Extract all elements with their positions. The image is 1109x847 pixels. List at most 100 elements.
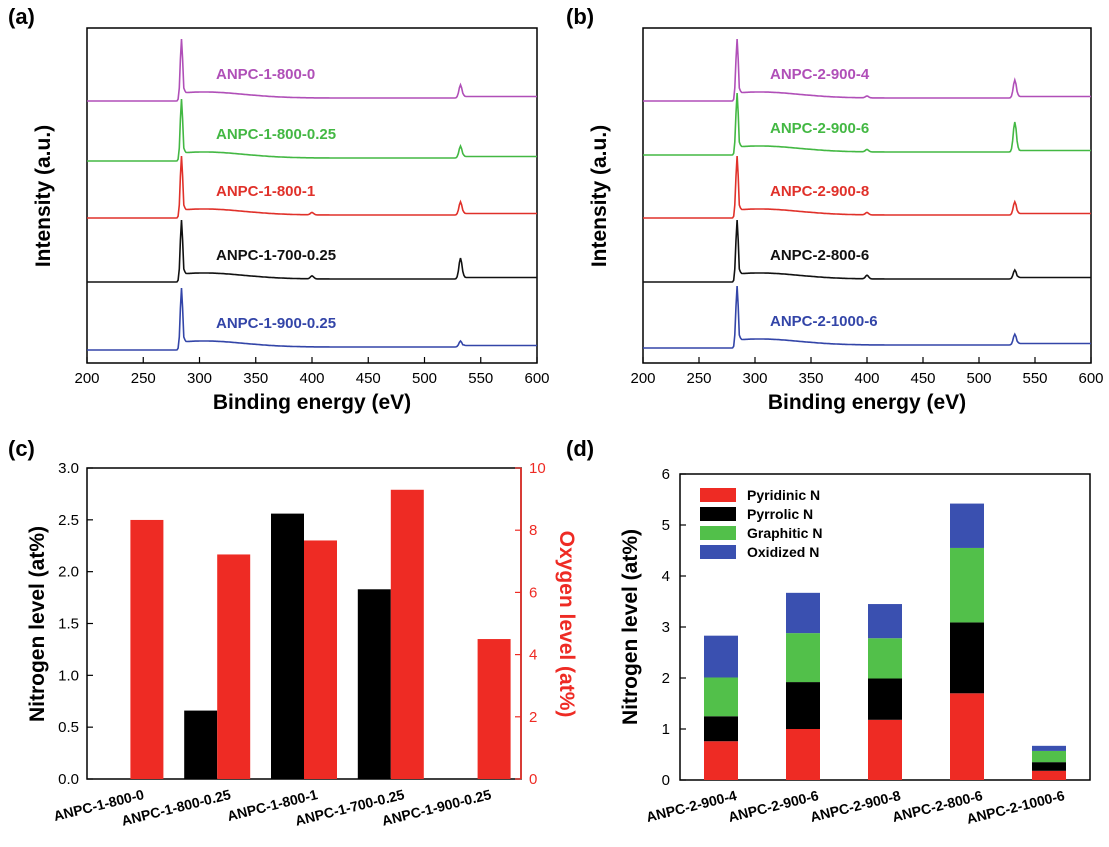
series-label: ANPC-1-900-0.25 bbox=[216, 315, 336, 332]
bar-oxygen bbox=[477, 639, 511, 779]
panel-label-c: (c) bbox=[8, 436, 35, 461]
bar-oxygen bbox=[130, 519, 164, 779]
y-axis-title-left: Nitrogen level (at%) bbox=[26, 526, 49, 722]
legend-label: Pyrrolic N bbox=[747, 506, 813, 522]
bar-nitrogen bbox=[184, 710, 218, 779]
legend-swatch bbox=[700, 545, 736, 559]
bar-segment-graphitic-n bbox=[1032, 750, 1066, 763]
bar-segment-graphitic-n bbox=[868, 638, 902, 679]
y-tick-label: 2.5 bbox=[58, 512, 79, 529]
y-tick-label: 0.0 bbox=[58, 771, 79, 788]
bar-segment-oxidized-n bbox=[950, 503, 984, 548]
panel-label-b: (b) bbox=[566, 4, 594, 29]
y-tick-label: 3.0 bbox=[58, 460, 79, 477]
y-tick-label-right: 8 bbox=[529, 522, 537, 539]
series-line-ANPC-2-900-8 bbox=[643, 155, 1091, 219]
bar-segment-graphitic-n bbox=[950, 547, 984, 623]
y-axis-title: Intensity (a.u.) bbox=[32, 125, 55, 267]
bar-segment-oxidized-n bbox=[1032, 745, 1066, 751]
y-tick-label: 0 bbox=[662, 772, 670, 789]
bar-segment-pyridinic-n bbox=[704, 741, 738, 780]
legend-swatch bbox=[700, 488, 736, 502]
panel-label-a: (a) bbox=[8, 4, 35, 29]
x-axis-title: Binding energy (eV) bbox=[768, 391, 966, 414]
bar-segment-pyridinic-n bbox=[1032, 770, 1066, 780]
series-label: ANPC-2-1000-6 bbox=[770, 313, 878, 330]
panel-label-d: (d) bbox=[566, 436, 594, 461]
series-label: ANPC-2-800-6 bbox=[770, 247, 869, 264]
bar-oxygen bbox=[217, 554, 251, 779]
bar-segment-oxidized-n bbox=[868, 604, 902, 639]
x-tick-label: 500 bbox=[412, 370, 437, 387]
legend-swatch bbox=[700, 526, 736, 540]
x-tick-label: 350 bbox=[798, 370, 823, 387]
series-label: ANPC-2-900-6 bbox=[770, 120, 869, 137]
legend: Pyridinic N Pyrrolic N Graphitic N Oxidized… bbox=[700, 487, 822, 560]
category-label: ANPC-2-900-4 bbox=[644, 787, 738, 825]
x-tick-label: 200 bbox=[74, 370, 99, 387]
series-line-ANPC-1-900-0.25 bbox=[87, 287, 537, 351]
y-tick-label-right: 2 bbox=[529, 709, 537, 726]
series-line-ANPC-1-800-0 bbox=[87, 38, 537, 102]
y-tick-label: 1.5 bbox=[58, 616, 79, 633]
y-tick-label: 6 bbox=[662, 466, 670, 483]
xps-survey-chart-a: 200 250 300 350 400 450 500 550 600 ANPC-1-800-0… bbox=[32, 27, 550, 414]
series-line-ANPC-2-900-6 bbox=[643, 92, 1091, 156]
bar-segment-pyridinic-n bbox=[950, 693, 984, 780]
y-tick-label: 3 bbox=[662, 619, 670, 636]
y-tick-label: 2.0 bbox=[58, 564, 79, 581]
nitrogen-species-stacked-bar-chart: 0 1 2 3 4 5 6 ANPC-2-900-4ANPC-2-900-6ANPC-2-9… bbox=[619, 466, 1091, 827]
x-tick-label: 350 bbox=[243, 370, 268, 387]
bar-nitrogen bbox=[357, 589, 391, 779]
y-axis-title-right: Oxygen level (at%) bbox=[555, 531, 578, 718]
series-line-ANPC-1-700-0.25 bbox=[87, 219, 537, 283]
y-tick-label: 1.0 bbox=[58, 667, 79, 684]
bar-segment-graphitic-n bbox=[704, 677, 738, 717]
bar-segment-graphitic-n bbox=[786, 633, 820, 683]
category-label: ANPC-2-900-6 bbox=[726, 787, 820, 825]
x-tick-label: 600 bbox=[1078, 370, 1103, 387]
y-tick-label: 5 bbox=[662, 517, 670, 534]
x-tick-label: 400 bbox=[299, 370, 324, 387]
series-line-ANPC-1-800-0.25 bbox=[87, 98, 537, 162]
x-tick-label: 600 bbox=[524, 370, 549, 387]
x-tick-label: 550 bbox=[1022, 370, 1047, 387]
x-tick-label: 200 bbox=[630, 370, 655, 387]
series-label: ANPC-1-800-0.25 bbox=[216, 126, 336, 143]
y-tick-label: 4 bbox=[662, 568, 670, 585]
bar-segment-pyridinic-n bbox=[786, 729, 820, 780]
y-tick-label-right: 6 bbox=[529, 584, 537, 601]
y-axis-title: Nitrogen level (at%) bbox=[619, 529, 642, 725]
y-tick-label: 1 bbox=[662, 721, 670, 738]
y-tick-label: 0.5 bbox=[58, 719, 79, 736]
bar-segment-oxidized-n bbox=[786, 592, 820, 634]
y-axis-title: Intensity (a.u.) bbox=[588, 125, 611, 267]
y-tick-label: 2 bbox=[662, 670, 670, 687]
x-tick-label: 250 bbox=[686, 370, 711, 387]
x-tick-label: 400 bbox=[854, 370, 879, 387]
x-tick-label: 250 bbox=[131, 370, 156, 387]
series-label: ANPC-1-800-0 bbox=[216, 66, 315, 83]
legend-label: Oxidized N bbox=[747, 544, 819, 560]
series-line-ANPC-2-1000-6 bbox=[643, 285, 1091, 349]
x-tick-label: 450 bbox=[356, 370, 381, 387]
bar-oxygen bbox=[304, 540, 337, 779]
bar-segment-pyrrolic-n bbox=[786, 682, 820, 729]
x-tick-label: 450 bbox=[910, 370, 935, 387]
bar-segment-pyrrolic-n bbox=[868, 678, 902, 720]
xps-survey-chart-b: 200 250 300 350 400 450 500 550 600 ANPC-2-900-4… bbox=[588, 27, 1104, 414]
series-line-ANPC-2-900-4 bbox=[643, 38, 1091, 102]
bar-segment-pyrrolic-n bbox=[704, 716, 738, 742]
series-line-ANPC-1-800-1 bbox=[87, 155, 537, 219]
x-tick-label: 300 bbox=[187, 370, 212, 387]
bar-segment-pyrrolic-n bbox=[1032, 762, 1066, 771]
category-label: ANPC-2-900-8 bbox=[808, 787, 902, 825]
legend-label: Pyridinic N bbox=[747, 487, 820, 503]
y-tick-label-right: 4 bbox=[529, 647, 537, 664]
x-tick-label: 500 bbox=[966, 370, 991, 387]
x-tick-label: 300 bbox=[742, 370, 767, 387]
series-line-ANPC-2-800-6 bbox=[643, 219, 1091, 283]
x-axis-title: Binding energy (eV) bbox=[213, 391, 411, 414]
